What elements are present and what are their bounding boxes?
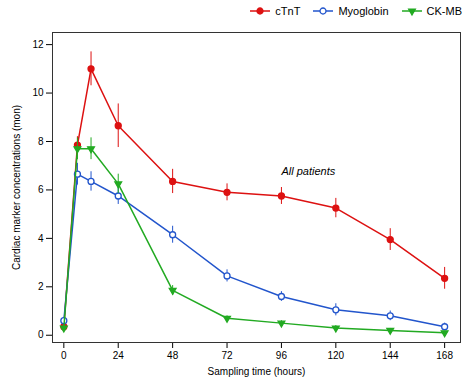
svg-text:12: 12 bbox=[32, 39, 44, 50]
svg-text:6: 6 bbox=[38, 184, 44, 195]
svg-text:168: 168 bbox=[436, 350, 453, 361]
svg-text:144: 144 bbox=[382, 350, 399, 361]
svg-text:Cardiac marker concentrations: Cardiac marker concentrations (mon) bbox=[11, 105, 22, 270]
svg-text:Sampling time (hours): Sampling time (hours) bbox=[208, 366, 306, 377]
html-text:CK-MB: CK-MB bbox=[426, 5, 462, 17]
svg-text:4: 4 bbox=[38, 233, 44, 244]
html-text:cTnT: cTnT bbox=[275, 5, 301, 17]
svg-text:All patients: All patients bbox=[280, 165, 335, 177]
svg-text:120: 120 bbox=[327, 350, 344, 361]
svg-text:96: 96 bbox=[276, 350, 288, 361]
svg-text:10: 10 bbox=[32, 87, 44, 98]
svg-text:2: 2 bbox=[38, 281, 44, 292]
svg-text:8: 8 bbox=[38, 136, 44, 147]
svg-text:24: 24 bbox=[113, 350, 125, 361]
svg-text:72: 72 bbox=[221, 350, 233, 361]
svg-text:0: 0 bbox=[38, 329, 44, 340]
svg-text:0: 0 bbox=[61, 350, 67, 361]
html-text:Myoglobin: Myoglobin bbox=[338, 5, 389, 17]
svg-text:48: 48 bbox=[167, 350, 179, 361]
